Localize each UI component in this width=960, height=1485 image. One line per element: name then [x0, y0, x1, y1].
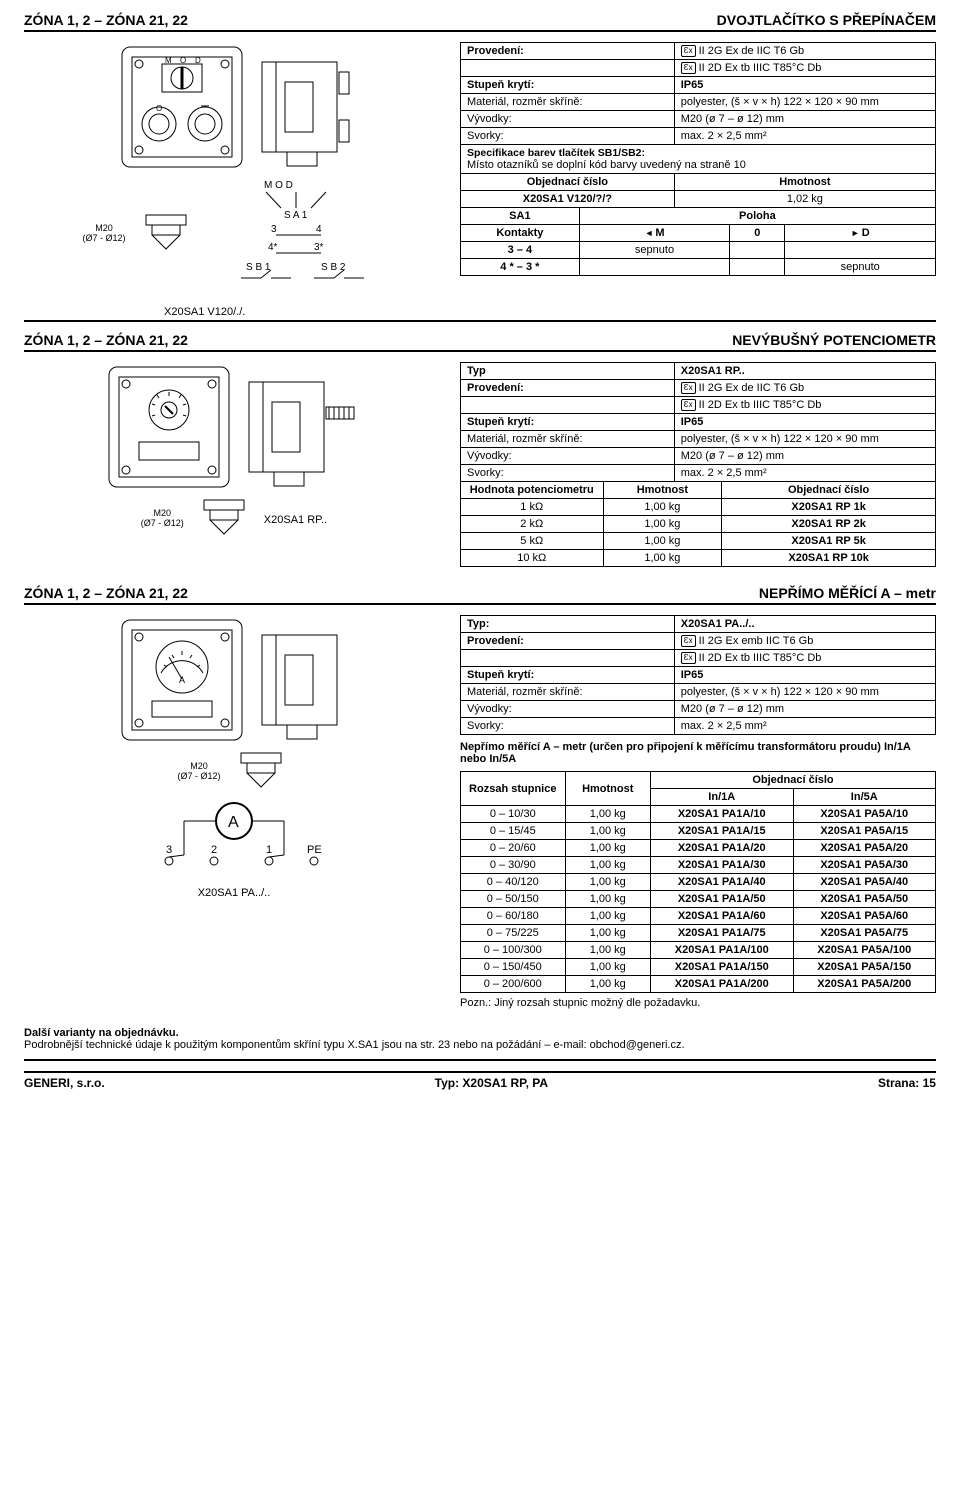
table-row: 0 – 20/601,00 kgX20SA1 PA1A/20X20SA1 PA5… [461, 840, 936, 857]
section1-ref: X20SA1 V120/./. [164, 306, 936, 318]
svg-text:S B 1: S B 1 [246, 262, 271, 273]
table-row: 0 – 15/451,00 kgX20SA1 PA1A/15X20SA1 PA5… [461, 823, 936, 840]
diagram-meter-front: A [117, 615, 247, 745]
section3-desc: Nepřímo měřící A – metr (určen pro připo… [460, 741, 936, 765]
svg-text:M: M [165, 56, 172, 65]
table-row: 0 – 100/3001,00 kgX20SA1 PA1A/100X20SA1 … [461, 942, 936, 959]
svg-text:4: 4 [316, 224, 322, 235]
svg-text:3*: 3* [314, 242, 324, 253]
gland-icon-3 [231, 751, 291, 791]
section3-header: ZÓNA 1, 2 – ZÓNA 21, 22 NEPŘÍMO MĚŘÍCÍ A… [24, 585, 936, 605]
table-row: 1 kΩ1,00 kgX20SA1 RP 1k [461, 499, 936, 516]
diagram-meter-side [257, 615, 352, 745]
section2-header: ZÓNA 1, 2 – ZÓNA 21, 22 NEVÝBUŠNÝ POTENC… [24, 332, 936, 352]
zone-label: ZÓNA 1, 2 – ZÓNA 21, 22 [24, 12, 188, 28]
schematic-sa1: M O D S A 1 3 4 4* 3* S B 1 S B 2 [206, 178, 386, 288]
diagram-side-box [257, 42, 352, 172]
footer-right: Strana: 15 [878, 1076, 936, 1090]
section3-ref: X20SA1 PA../.. [198, 887, 271, 899]
table-row: 10 kΩ1,00 kgX20SA1 RP 10k [461, 550, 936, 567]
svg-text:D: D [195, 56, 201, 65]
diagram-pot-front [104, 362, 234, 492]
section2-pot-table: Hodnota potenciometru Hmotnost Objednací… [460, 481, 936, 567]
section1-header: ZÓNA 1, 2 – ZÓNA 21, 22 DVOJTLAČÍTKO S P… [24, 12, 936, 32]
table-row: 0 – 60/1801,00 kgX20SA1 PA1A/60X20SA1 PA… [461, 908, 936, 925]
section1-title: DVOJTLAČÍTKO S PŘEPÍNAČEM [717, 12, 936, 28]
section3-specs-table: Typ: X20SA1 PA../.. Provedení: ƐxII 2G E… [460, 615, 936, 735]
svg-text:A: A [179, 675, 185, 685]
table-row: 0 – 10/301,00 kgX20SA1 PA1A/10X20SA1 PA5… [461, 806, 936, 823]
svg-text:PE: PE [307, 844, 322, 856]
section2-ref: X20SA1 RP.. [264, 514, 327, 526]
table-row: 2 kΩ1,00 kgX20SA1 RP 2k [461, 516, 936, 533]
svg-text:3: 3 [271, 224, 277, 235]
section2-specs-table: Typ X20SA1 RP.. Provedení: ƐxII 2G Ex de… [460, 362, 936, 482]
section1-contacts-table: SA1 Poloha Kontakty M 0 D 3 – 4 sepnuto … [460, 207, 936, 276]
svg-text:3: 3 [166, 844, 172, 856]
diagram-pot-side [244, 362, 364, 492]
spec-note-1: Specifikace barev tlačítek SB1/SB2: [467, 147, 929, 159]
section2-data: Typ X20SA1 RP.. Provedení: ƐxII 2G Ex de… [460, 362, 936, 567]
gland-icon-2 [194, 498, 254, 538]
table-row: 0 – 200/6001,00 kgX20SA1 PA1A/200X20SA1 … [461, 976, 936, 993]
svg-text:4*: 4* [268, 242, 278, 253]
footer-mid: Typ: X20SA1 RP, PA [435, 1076, 548, 1090]
gland-icon [136, 213, 196, 253]
svg-text:O: O [180, 56, 186, 65]
table-row: 0 – 50/1501,00 kgX20SA1 PA1A/50X20SA1 PA… [461, 891, 936, 908]
page-footer: GENERI, s.r.o. Typ: X20SA1 RP, PA Strana… [24, 1071, 936, 1090]
section3-diagrams: A M20 (Ø7 - Ø12) A 3 [24, 615, 444, 1009]
bottom-notes: Další varianty na objednávku. Podrobnějš… [24, 1027, 936, 1051]
schematic-ammeter: A 3 2 1 PE [124, 797, 344, 877]
section1-data: Provedení: ƐxII 2G Ex de IIC T6 Gb ƐxII … [460, 42, 936, 288]
svg-text:A: A [228, 814, 239, 831]
section2-diagrams: M20 (Ø7 - Ø12) X20SA1 RP.. [24, 362, 444, 567]
svg-text:1: 1 [266, 844, 272, 856]
section1-specs-table: Provedení: ƐxII 2G Ex de IIC T6 Gb ƐxII … [460, 42, 936, 208]
svg-text:M O D: M O D [264, 180, 293, 191]
pozn: Pozn.: Jiný rozsah stupnic možný dle pož… [460, 997, 936, 1009]
m20-label: M20 (Ø7 - Ø12) [82, 223, 125, 243]
svg-text:O: O [156, 104, 162, 113]
diagram-front-box: MOD O [117, 42, 247, 172]
table-row: 5 kΩ1,00 kgX20SA1 RP 5k [461, 533, 936, 550]
section3-data: Typ: X20SA1 PA../.. Provedení: ƐxII 2G E… [460, 615, 936, 1009]
svg-text:2: 2 [211, 844, 217, 856]
svg-text:S A 1: S A 1 [284, 210, 308, 221]
table-row: 0 – 30/901,00 kgX20SA1 PA1A/30X20SA1 PA5… [461, 857, 936, 874]
footer-left: GENERI, s.r.o. [24, 1076, 105, 1090]
table-row: 0 – 75/2251,00 kgX20SA1 PA1A/75X20SA1 PA… [461, 925, 936, 942]
spec-note-2: Místo otazníků se doplní kód barvy uvede… [467, 159, 929, 171]
table-row: 0 – 40/1201,00 kgX20SA1 PA1A/40X20SA1 PA… [461, 874, 936, 891]
section3-range-table: Rozsah stupnice Hmotnost Objednací číslo… [460, 771, 936, 993]
section1-diagrams: MOD O M20 (Ø7 - Ø12) [24, 42, 444, 288]
table-row: 0 – 150/4501,00 kgX20SA1 PA1A/150X20SA1 … [461, 959, 936, 976]
